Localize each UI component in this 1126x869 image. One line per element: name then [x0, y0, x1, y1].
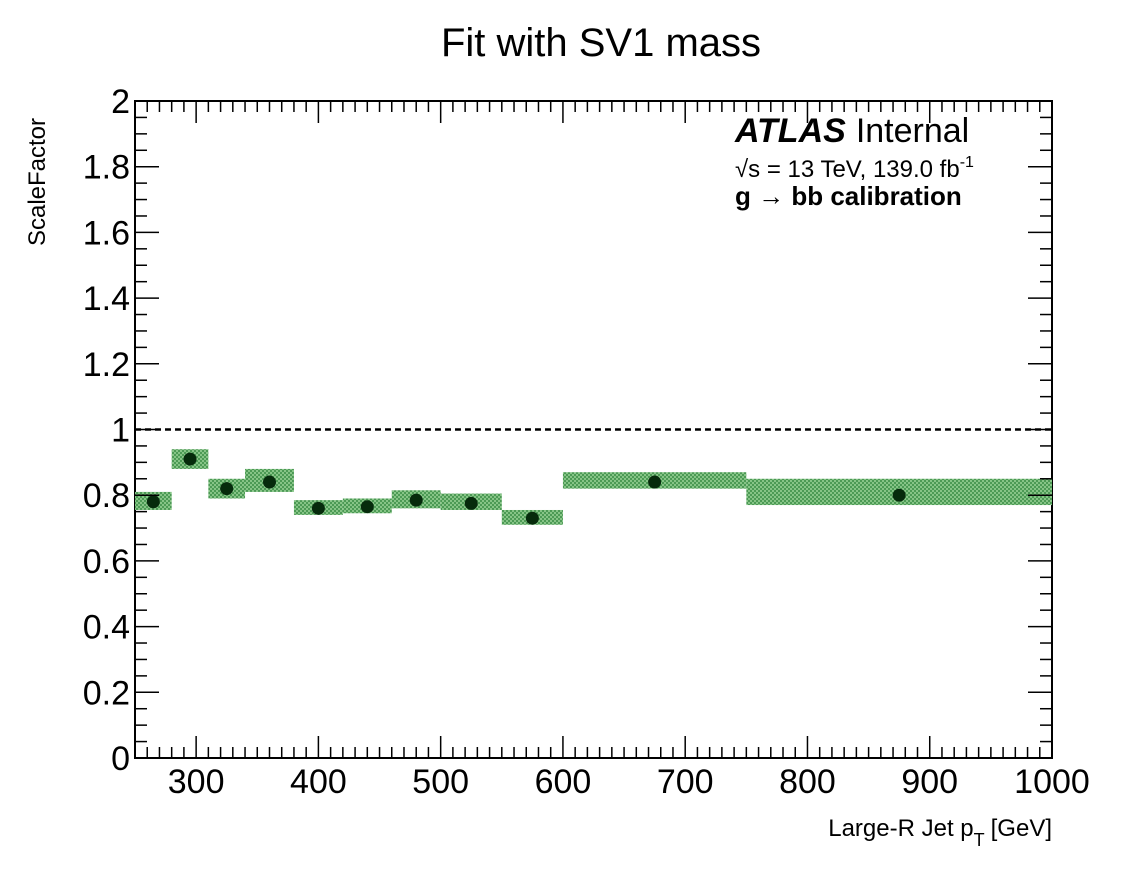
x-tick-label: 400	[290, 763, 347, 801]
x-axis-label-main: Large-R Jet p	[828, 815, 973, 842]
y-axis-label: ScaleFactor	[24, 118, 51, 246]
x-tick-label: 600	[535, 763, 592, 801]
data-point-3	[262, 475, 276, 489]
page-title: Fit with SV1 mass	[441, 21, 761, 65]
axis-ticks	[134, 100, 1053, 759]
x-axis-label: Large-R Jet pT [GeV]	[828, 815, 1052, 850]
x-axis-label-subscript: T	[974, 830, 985, 850]
data-points	[146, 452, 906, 525]
data-point-0	[146, 495, 160, 509]
data-point-2	[220, 482, 234, 496]
data-point-6	[409, 493, 423, 507]
y-tick-label: 0.8	[83, 477, 130, 515]
process-label: g → bb calibration	[735, 181, 962, 211]
y-tick-label: 0.4	[83, 609, 130, 647]
y-tick-label: 2	[111, 83, 130, 121]
x-tick-label: 700	[657, 763, 714, 801]
x-tick-label: 1000	[1014, 763, 1090, 801]
y-tick-label: 1.2	[83, 346, 130, 384]
y-tick-label: 0.6	[83, 543, 130, 581]
y-tick-label: 1	[111, 412, 130, 450]
tick-labels: 300 400 500 600 700 800 900 1000 0 0.2 0.4 0.6 0.8 1 1…	[83, 83, 1090, 801]
data-point-5	[360, 500, 374, 514]
status-label: Internal	[856, 112, 969, 150]
y-tick-label: 0	[111, 740, 130, 778]
data-point-9	[648, 475, 662, 489]
y-tick-label: 0.2	[83, 674, 130, 712]
data-point-4	[311, 501, 325, 515]
data-point-8	[525, 511, 539, 525]
data-point-1	[183, 452, 197, 466]
x-tick-label: 800	[779, 763, 836, 801]
energy-lumi-label: √s = 13 TeV, 139.0 fb-1	[735, 154, 974, 183]
atlas-annotation: ATLAS Internal √s = 13 TeV, 139.0 fb-1 g …	[734, 112, 974, 211]
x-tick-label: 500	[412, 763, 469, 801]
y-tick-label: 1.8	[83, 149, 130, 187]
x-axis-label-unit: [GeV]	[991, 815, 1052, 842]
atlas-label: ATLAS	[734, 112, 846, 150]
data-point-7	[464, 496, 478, 510]
data-point-10	[892, 488, 906, 502]
y-tick-label: 1.4	[83, 280, 130, 318]
y-tick-label: 1.6	[83, 214, 130, 252]
x-tick-label: 300	[168, 763, 225, 801]
x-tick-label: 900	[901, 763, 958, 801]
